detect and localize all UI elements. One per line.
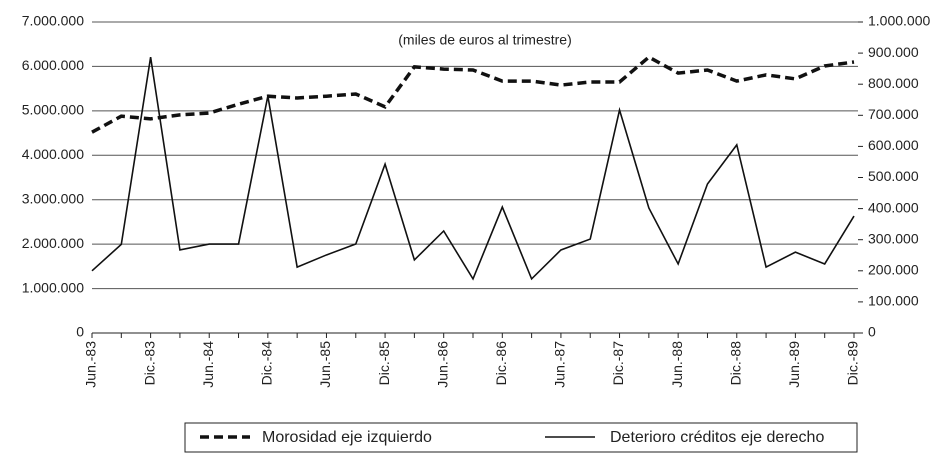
x-tick-label: Jun.-84: [200, 341, 216, 388]
x-tick-label: Jun.-87: [552, 341, 568, 388]
y2-tick-label: 300.000: [868, 230, 919, 246]
x-tick-label: Dic.-89: [845, 341, 861, 386]
y-tick-label: 2.000.000: [22, 235, 84, 251]
y2-tick-label: 400.000: [868, 199, 919, 215]
y-tick-label: 0: [76, 324, 84, 340]
x-tick-label: Dic.-87: [610, 341, 626, 386]
x-tick-label: Dic.-88: [727, 341, 743, 386]
series-line: [91, 54, 855, 134]
y-tick-label: 1.000.000: [22, 279, 84, 295]
y2-tick-label: 600.000: [868, 137, 919, 153]
x-tick-label: Jun.-83: [83, 341, 99, 388]
y-tick-label: 3.000.000: [22, 190, 84, 206]
y2-tick-label: 800.000: [868, 75, 919, 91]
series-line: [91, 57, 855, 281]
y-tick-label: 7.000.000: [22, 13, 84, 29]
x-tick-label: Jun.-86: [434, 341, 450, 388]
y2-tick-label: 100.000: [868, 293, 919, 309]
y2-tick-label: 500.000: [868, 168, 919, 184]
y2-tick-label: 0: [868, 324, 876, 340]
legend-box: [184, 422, 858, 453]
y-tick-label: 6.000.000: [22, 57, 84, 73]
x-tick-label: Dic.-85: [376, 341, 392, 386]
y-tick-label: 5.000.000: [22, 102, 84, 118]
legend-label: Morosidad eje izquierdo: [262, 429, 432, 446]
legend-label: Deterioro créditos eje derecho: [610, 429, 824, 446]
x-tick-label: Dic.-83: [141, 341, 157, 386]
x-tick-label: Jun.-88: [669, 341, 685, 388]
annotation: (miles de euros al trimestre): [398, 32, 572, 48]
y2-tick-label: 1.000.000: [868, 13, 930, 29]
x-tick-label: Dic.-84: [259, 341, 275, 386]
x-tick-label: Jun.-85: [317, 341, 333, 388]
x-tick-label: Dic.-86: [493, 341, 509, 386]
y2-tick-label: 200.000: [868, 262, 919, 278]
y-tick-label: 4.000.000: [22, 146, 84, 162]
x-tick-label: Jun.-89: [786, 341, 802, 388]
y2-tick-label: 700.000: [868, 106, 919, 122]
y2-tick-label: 900.000: [868, 44, 919, 60]
